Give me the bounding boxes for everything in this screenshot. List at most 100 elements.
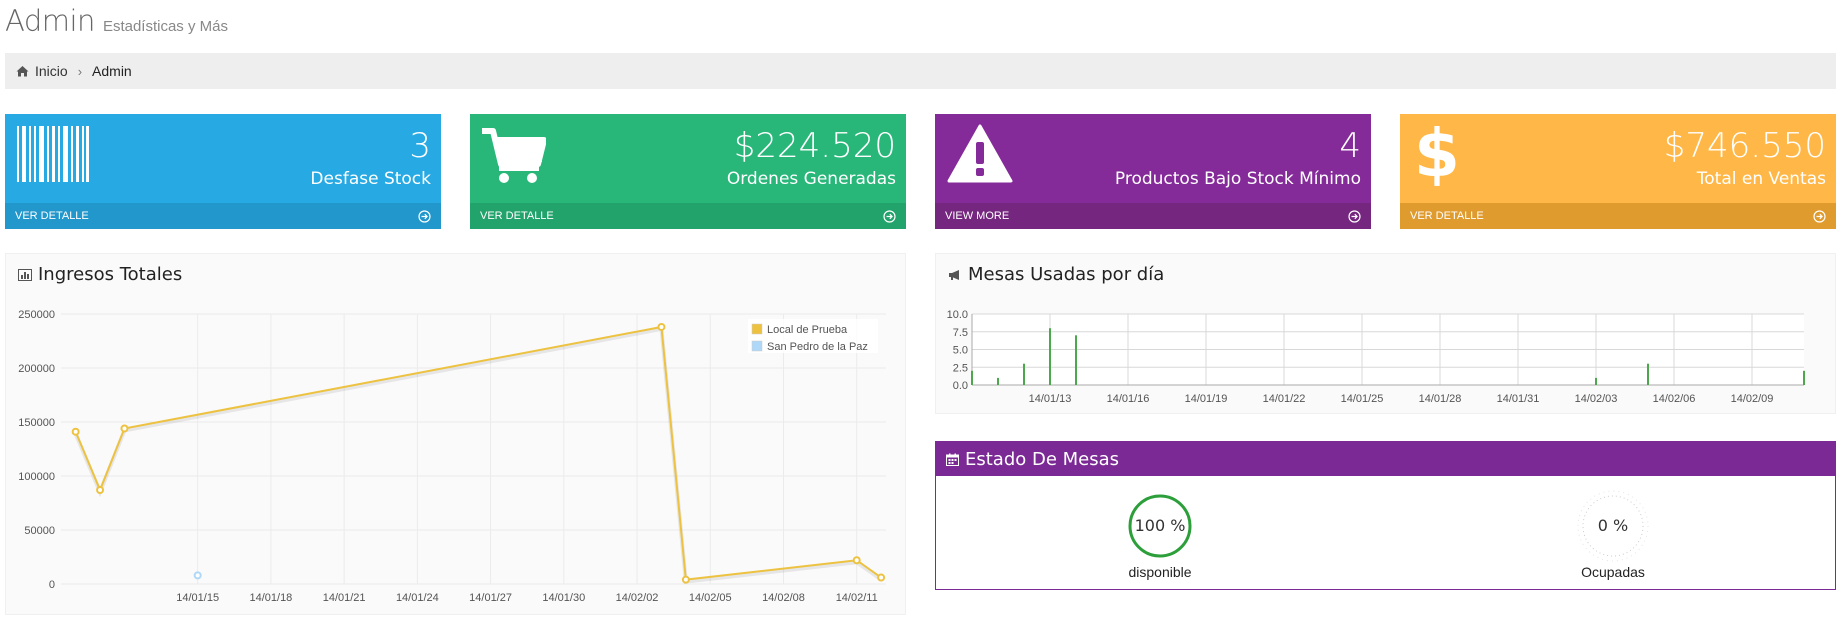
stat-productos-bajo-stock: 4 Productos Bajo Stock Mínimo VIEW MORE [935, 114, 1371, 229]
bar [971, 370, 973, 385]
y-tick-label: 7.5 [953, 327, 968, 339]
home-icon [16, 66, 29, 77]
panel-ingresos-totales: Ingresos Totales 250000 200000 150000 10000… [5, 253, 906, 615]
panel-title-text: Estado De Mesas [965, 448, 1120, 470]
x-tick-label: 14/01/15 [176, 592, 219, 604]
page-title: Admin [5, 4, 95, 38]
x-tick-label: 14/01/22 [1263, 393, 1306, 405]
ver-detalle-link[interactable]: VER DETALLE [470, 203, 906, 229]
ver-detalle-link[interactable]: VER DETALLE [5, 203, 441, 229]
y-tick-label: 10.0 [947, 309, 968, 321]
legend-swatch [751, 340, 763, 352]
x-tick-label: 14/02/02 [616, 592, 659, 604]
arrow-circle-right-icon [1348, 209, 1361, 223]
stat-value: 4 [1339, 126, 1361, 166]
y-tick-label: 50000 [24, 525, 55, 537]
calendar-icon [946, 453, 959, 466]
panel-title-text: Mesas Usadas por día [968, 264, 1165, 285]
stat-link-label: VER DETALLE [1410, 210, 1484, 222]
stat-label: Desfase Stock [310, 169, 431, 189]
stat-value: $224.520 [733, 126, 896, 166]
panel-title: Ingresos Totales [18, 264, 182, 285]
view-more-link[interactable]: VIEW MORE [935, 203, 1371, 229]
legend-swatch [751, 323, 763, 335]
gauge-ticks [1577, 490, 1649, 562]
stat-total-ventas: $ $746.550 Total en Ventas VER DETALLE [1400, 114, 1836, 229]
panel-mesas-usadas: Mesas Usadas por día 10.0 7.5 5.0 2.5 0.0 14/… [935, 253, 1836, 414]
x-tick-label: 14/02/06 [1653, 393, 1696, 405]
stat-label: Ordenes Generadas [726, 169, 896, 189]
stat-desfase-stock: 3 Desfase Stock VER DETALLE [5, 114, 441, 229]
chevron-right-icon: › [77, 63, 83, 79]
x-tick-label: 14/02/11 [836, 592, 878, 604]
bar [1049, 328, 1051, 385]
data-point [120, 424, 129, 433]
series-shadow [73, 326, 883, 584]
gauge-value: 0 % [1597, 516, 1629, 535]
stat-link-label: VER DETALLE [15, 210, 89, 222]
gauge-track [1582, 495, 1644, 557]
arrow-circle-right-icon [883, 209, 896, 223]
bar [1595, 377, 1597, 385]
x-tick-label: 14/01/18 [249, 592, 292, 604]
x-tick-label: 14/01/27 [469, 592, 512, 604]
bar [997, 377, 999, 385]
gauge-label: Ocupadas [1581, 564, 1645, 580]
ingresos-line-chart: 250000 200000 150000 100000 50000 0 14/01/15 14… [18, 309, 886, 604]
stat-label: Productos Bajo Stock Mínimo [1114, 169, 1361, 189]
breadcrumb-home[interactable]: Inicio [16, 63, 68, 79]
shopping-cart-icon [482, 128, 547, 189]
x-tick-label: 14/01/28 [1419, 393, 1462, 405]
stat-link-label: VIEW MORE [945, 210, 1010, 222]
y-tick-label: 250000 [18, 309, 55, 321]
barcode-icon [17, 126, 89, 187]
data-point [71, 427, 80, 436]
legend-background [748, 319, 878, 353]
bar [1803, 370, 1805, 385]
x-tick-label: 14/02/08 [762, 592, 805, 604]
x-tick-label: 14/01/24 [396, 592, 439, 604]
y-tick-label: 200000 [18, 363, 55, 375]
ver-detalle-link[interactable]: VER DETALLE [1400, 203, 1836, 229]
panel-estado-mesas: Estado De Mesas 100 % disponible 0 % Ocu… [935, 441, 1836, 590]
x-tick-label: 14/02/05 [689, 592, 732, 604]
chart-legend: Local de Prueba San Pedro de la Paz [748, 319, 878, 353]
panel-title-text: Ingresos Totales [38, 264, 183, 285]
data-point [681, 575, 690, 584]
stat-label: Total en Ventas [1696, 169, 1826, 189]
x-tick-label: 14/02/03 [1575, 393, 1618, 405]
stat-value: 3 [409, 126, 431, 166]
x-tick-label: 14/01/31 [1497, 393, 1540, 405]
legend-label: San Pedro de la Paz [767, 341, 868, 353]
gauge-arc [1128, 494, 1192, 558]
breadcrumb-home-label: Inicio [35, 63, 68, 79]
y-tick-label: 0 [49, 579, 55, 591]
mesas-bar-chart: 10.0 7.5 5.0 2.5 0.0 14/01/13 14/01/16 14/01/19… [947, 309, 1805, 405]
data-point [852, 556, 861, 565]
breadcrumb: Inicio › Admin [5, 53, 1836, 89]
disponible-gauge [1128, 494, 1192, 558]
x-tick-label: 14/01/19 [1185, 393, 1228, 405]
x-tick-label: 14/01/25 [1341, 393, 1384, 405]
y-tick-label: 100000 [18, 471, 55, 483]
bar [1075, 335, 1077, 385]
gauge-value: 100 % [1134, 516, 1186, 535]
panel-header: Estado De Mesas [936, 442, 1835, 476]
legend-label: Local de Prueba [767, 324, 848, 336]
x-tick-label: 14/01/21 [323, 592, 366, 604]
warning-icon [947, 124, 1013, 189]
page-header: Admin Estadísticas y Más [5, 4, 228, 40]
arrow-circle-right-icon [1813, 209, 1826, 223]
y-tick-label: 5.0 [953, 345, 968, 357]
x-tick-label: 14/01/16 [1107, 393, 1150, 405]
x-tick-label: 14/01/30 [542, 592, 585, 604]
page-subtitle: Estadísticas y Más [102, 18, 228, 35]
data-point [193, 571, 202, 580]
panel-title: Mesas Usadas por día [948, 264, 1164, 285]
data-point [96, 486, 105, 495]
stat-value: $746.550 [1663, 126, 1826, 166]
data-point [657, 322, 666, 331]
bar-chart-icon [18, 268, 32, 281]
dollar-icon: $ [1414, 115, 1460, 192]
x-tick-label: 14/02/09 [1731, 393, 1774, 405]
